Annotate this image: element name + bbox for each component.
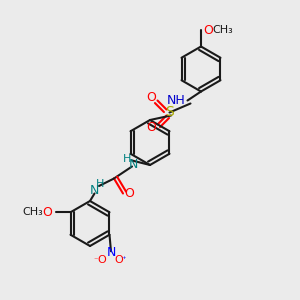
Text: O: O xyxy=(147,121,156,134)
Text: O: O xyxy=(42,206,52,219)
Text: O: O xyxy=(98,255,106,265)
Text: H: H xyxy=(123,154,132,164)
Text: N: N xyxy=(90,184,99,197)
Text: CH₃: CH₃ xyxy=(22,207,44,217)
Text: H: H xyxy=(96,178,105,189)
Text: O: O xyxy=(204,23,213,37)
Text: N: N xyxy=(106,246,116,259)
Text: ⁻: ⁻ xyxy=(94,255,98,264)
Text: O: O xyxy=(124,187,134,200)
Text: O: O xyxy=(114,255,123,265)
Text: N: N xyxy=(129,158,138,172)
Text: O: O xyxy=(147,91,156,104)
Text: S: S xyxy=(165,106,174,119)
Text: ⁺: ⁺ xyxy=(121,255,126,264)
Text: CH₃: CH₃ xyxy=(212,25,233,35)
Text: NH: NH xyxy=(167,94,186,107)
